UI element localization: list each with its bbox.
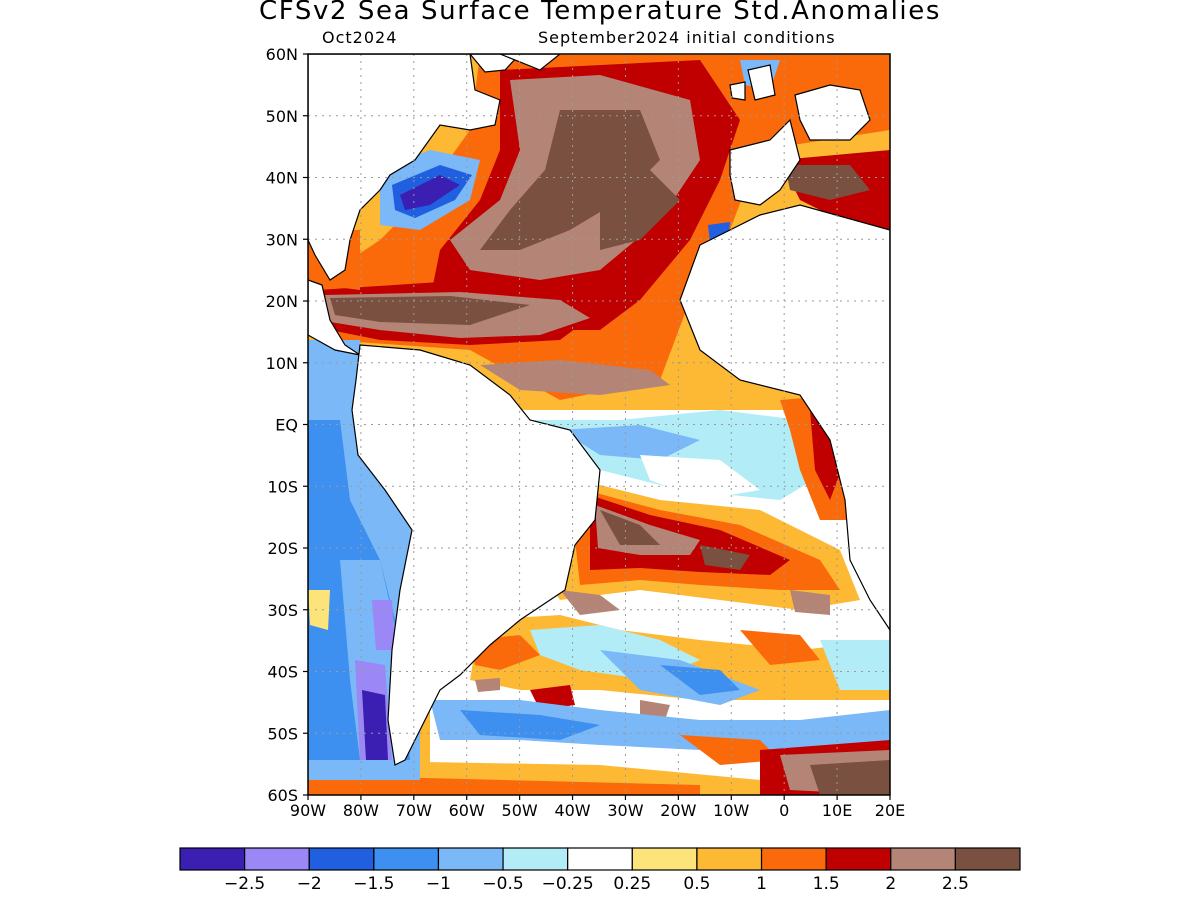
lat-tick-label: 60S [267, 786, 298, 805]
initial-conditions-label: September2024 initial conditions [538, 28, 836, 47]
latitude-labels: 60N 50N 40N 30N 20N 10N EQ 10S 20S 30S 40S 50S 60S [266, 45, 308, 805]
colorbar-label: −0.5 [482, 874, 523, 894]
colorbar-label: −2 [297, 874, 322, 894]
colorbar-label: 2 [885, 874, 896, 894]
lon-tick-label: 90W [290, 801, 326, 820]
forecast-month-label: Oct2024 [322, 28, 398, 47]
colorbar-label: −1.5 [353, 874, 394, 894]
map-title: CFSv2 Sea Surface Temperature Std.Anomal… [258, 0, 941, 26]
colorbar-label: −0.25 [542, 874, 594, 894]
lon-tick-label: 10W [713, 801, 749, 820]
colorbar: −2.5 −2 −1.5 −1 −0.5 −0.25 0.25 0.5 1 1.5 2 2.5 [179, 847, 1021, 894]
lat-tick-label: 30S [267, 601, 298, 620]
colorbar-label: 0.5 [683, 874, 710, 894]
colorbar-swatch [825, 847, 892, 871]
colorbar-label: −2.5 [224, 874, 265, 894]
lon-tick-label: 20W [660, 801, 696, 820]
colorbar-swatch [567, 847, 633, 871]
lat-tick-label: 60N [266, 45, 298, 64]
colorbar-swatch [244, 847, 310, 871]
colorbar-swatch [373, 847, 440, 871]
colorbar-swatch [437, 847, 504, 871]
lat-tick-label: 30N [266, 230, 298, 249]
colorbar-label: −1 [426, 874, 451, 894]
colorbar-swatch [631, 847, 698, 871]
lon-tick-label: 80W [343, 801, 379, 820]
colorbar-swatch [954, 847, 1021, 871]
lat-tick-label: 10S [267, 477, 298, 496]
lat-tick-label: 50N [266, 107, 298, 126]
anomaly-field [308, 54, 890, 795]
lon-tick-label: 50W [502, 801, 538, 820]
lat-tick-label: 50S [267, 724, 298, 743]
lon-tick-label: 30W [607, 801, 643, 820]
colorbar-swatch [696, 847, 763, 871]
lon-tick-label: 60W [449, 801, 485, 820]
lat-tick-label: 10N [266, 354, 298, 373]
colorbar-label: 0.25 [613, 874, 651, 894]
lat-tick-label: 40S [267, 663, 298, 682]
colorbar-swatch [179, 847, 246, 871]
lat-tick-label: 20S [267, 539, 298, 558]
longitude-labels: 90W 80W 70W 60W 50W 40W 30W 20W 10W 0 10E 20E [290, 795, 905, 820]
colorbar-swatch [760, 847, 827, 871]
colorbar-swatch [308, 847, 375, 871]
lon-tick-label: 40W [554, 801, 590, 820]
colorbar-label: 1.5 [813, 874, 840, 894]
lon-tick-label: 0 [779, 801, 789, 820]
lon-tick-label: 10E [822, 801, 852, 820]
land-masses [308, 54, 890, 766]
lat-tick-label: 40N [266, 169, 298, 188]
lon-tick-label: 20E [875, 801, 905, 820]
colorbar-label: 2.5 [942, 874, 969, 894]
colorbar-label: 1 [756, 874, 767, 894]
lat-tick-label: 20N [266, 292, 298, 311]
lon-tick-label: 70W [396, 801, 432, 820]
colorbar-swatch [502, 847, 569, 871]
lat-tick-label: EQ [275, 416, 298, 435]
lat-lon-grid [308, 54, 890, 795]
colorbar-swatch [890, 847, 956, 871]
